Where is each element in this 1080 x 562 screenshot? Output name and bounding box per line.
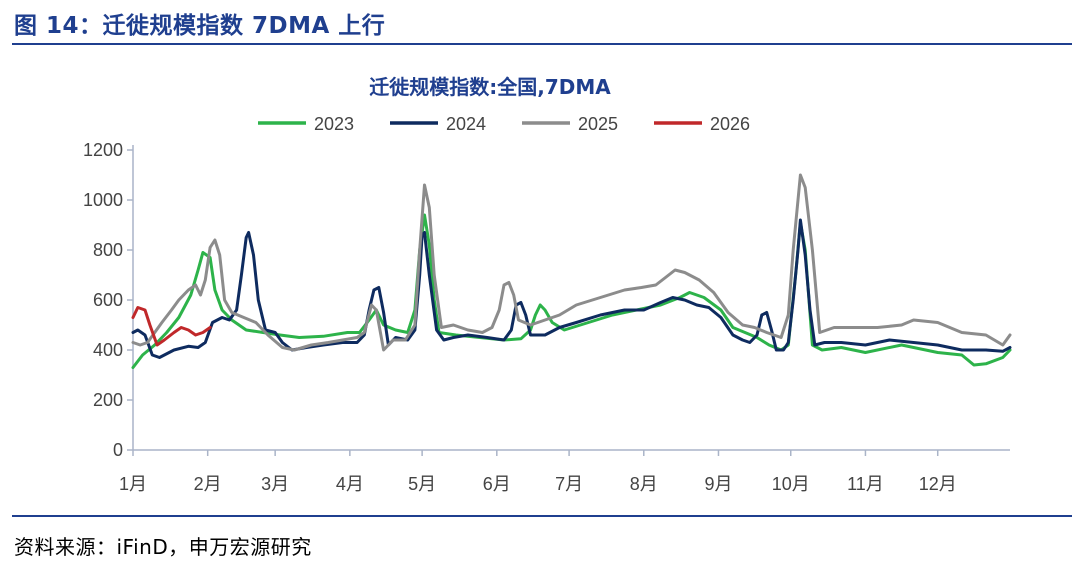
chart-axes: 0 200 400 600 800 1000 1200 1月 2月 3月 4月 5月 6月 7月 8月 9月 1… [83, 140, 1010, 494]
y-tick-label: 200 [93, 390, 123, 410]
x-tick-label: 8月 [630, 474, 658, 494]
x-tick-label: 5月 [408, 474, 436, 494]
source-note: 资料来源：iFinD，申万宏源研究 [14, 535, 312, 559]
x-tick-label: 3月 [261, 474, 289, 494]
x-tick-label: 4月 [336, 474, 364, 494]
y-tick-label: 600 [93, 290, 123, 310]
x-tick-label: 7月 [555, 474, 583, 494]
x-tick-label: 2月 [194, 474, 222, 494]
chart-title: 迁徙规模指数:全国,7DMA [369, 75, 611, 99]
y-tick-label: 0 [113, 440, 123, 460]
header-divider [12, 43, 1072, 45]
y-tick-label: 400 [93, 340, 123, 360]
series-line-2024 [131, 218, 1012, 359]
y-tick-label: 1000 [83, 190, 123, 210]
line-chart: 迁徙规模指数:全国,7DMA 2023 2024 2025 2026 0 200 400 6… [83, 75, 1012, 494]
y-tick-label: 800 [93, 240, 123, 260]
x-tick-label: 10月 [772, 474, 810, 494]
series-line-2023 [131, 213, 1012, 369]
legend-label-2025: 2025 [578, 114, 618, 134]
legend-label-2026: 2026 [710, 114, 750, 134]
legend-label-2024: 2024 [446, 114, 486, 134]
x-tick-label: 9月 [704, 474, 732, 494]
x-tick-label: 12月 [919, 474, 957, 494]
chart-legend: 2023 2024 2025 2026 [258, 114, 750, 134]
series-line-2025 [131, 173, 1012, 352]
x-tick-label: 6月 [483, 474, 511, 494]
series-line-2026 [131, 306, 212, 347]
x-tick-label: 11月 [847, 474, 884, 494]
x-tick-label: 1月 [119, 474, 147, 494]
chart-series-group [131, 173, 1012, 369]
y-tick-label: 1200 [83, 140, 123, 160]
legend-label-2023: 2023 [314, 114, 354, 134]
footer-divider [12, 515, 1072, 517]
figure-title: 图 14：迁徙规模指数 7DMA 上行 [14, 13, 386, 39]
